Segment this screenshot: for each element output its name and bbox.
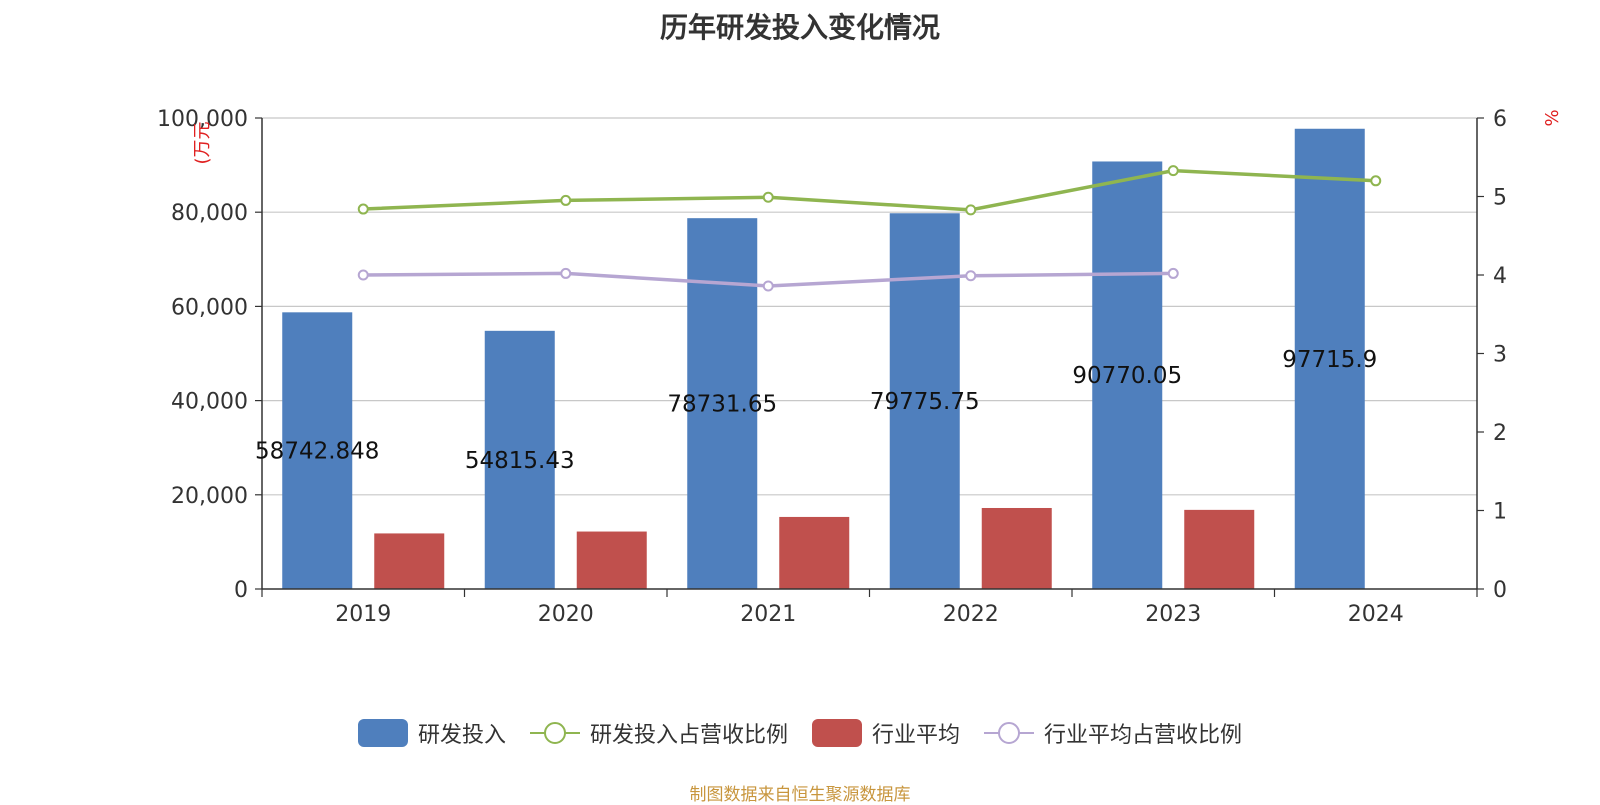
point-industry-ratio bbox=[560, 267, 572, 279]
point-rd-ratio bbox=[357, 203, 369, 215]
point-industry-ratio bbox=[762, 280, 774, 292]
source-note: 制图数据来自恒生聚源数据库 bbox=[689, 785, 911, 805]
bar-rd bbox=[1092, 161, 1163, 589]
x-tick-label: 2023 bbox=[1145, 602, 1201, 627]
y-right-tick-label: 2 bbox=[1493, 421, 1507, 446]
legend-swatch-industry bbox=[812, 719, 862, 747]
data-label-rd: 79775.75 bbox=[870, 389, 980, 415]
y-right-tick-label: 3 bbox=[1493, 343, 1507, 368]
grid-lines bbox=[262, 117, 1477, 496]
line-rd-ratio bbox=[363, 168, 1376, 212]
lines bbox=[357, 165, 1382, 292]
x-tick-label: 2019 bbox=[335, 602, 391, 627]
y-right-tick-label: 1 bbox=[1493, 500, 1507, 525]
legend-label-industry-ratio: 行业平均占营收比例 bbox=[1044, 723, 1243, 748]
bar-industry bbox=[374, 533, 445, 589]
data-labels: 58742.848 54815.43 78731.65 79775.75 90770.0… bbox=[255, 347, 1377, 474]
chart-title: 历年研发投入变化情况 bbox=[659, 11, 940, 44]
point-rd-ratio bbox=[1370, 175, 1382, 187]
y-left-tick-label: 100,000 bbox=[157, 107, 248, 132]
bar-rd bbox=[1294, 128, 1365, 589]
legend-item-industry-ratio[interactable]: 行业平均占营收比例 bbox=[984, 717, 1242, 749]
x-tick-label: 2020 bbox=[538, 602, 594, 627]
bars bbox=[282, 128, 1365, 589]
bar-industry bbox=[576, 531, 647, 589]
bar-rd bbox=[484, 330, 555, 589]
point-rd-ratio bbox=[1167, 165, 1179, 177]
legend-item-industry[interactable]: 行业平均 bbox=[812, 717, 960, 749]
y-right-unit-label: % bbox=[1542, 109, 1563, 126]
y-left-tick-label: 20,000 bbox=[171, 484, 248, 509]
data-label-rd: 97715.9 bbox=[1282, 347, 1377, 373]
legend-label-rd: 研发投入 bbox=[417, 723, 506, 748]
y-right-tick-label: 0 bbox=[1493, 578, 1507, 603]
y-left-tick-label: 60,000 bbox=[171, 295, 248, 320]
point-industry-ratio bbox=[965, 270, 977, 282]
bar-industry bbox=[981, 507, 1052, 589]
y-right-tick-label: 4 bbox=[1493, 264, 1507, 289]
y-left-unit-label: (万元 bbox=[192, 121, 213, 164]
point-industry-ratio bbox=[1167, 267, 1179, 279]
data-label-rd: 54815.43 bbox=[465, 448, 575, 474]
data-label-rd: 78731.65 bbox=[667, 392, 777, 418]
legend-item-rd[interactable]: 研发投入 bbox=[357, 717, 506, 749]
point-industry-ratio bbox=[357, 269, 369, 281]
point-rd-ratio bbox=[965, 204, 977, 216]
x-tick-label: 2024 bbox=[1348, 602, 1404, 627]
x-tick-label: 2022 bbox=[943, 602, 999, 627]
x-tick-label: 2021 bbox=[740, 602, 796, 627]
bar-industry bbox=[779, 516, 850, 589]
axes: 0 20,000 40,000 60,000 80,000 100,000 0 1 2 3 4 5 6 (… bbox=[157, 107, 1563, 627]
legend-swatch-rd-ratio bbox=[529, 722, 580, 744]
bar-rd bbox=[282, 312, 353, 589]
legend-swatch-industry-ratio bbox=[984, 722, 1035, 744]
data-label-rd: 58742.848 bbox=[255, 439, 379, 465]
point-rd-ratio bbox=[762, 191, 774, 203]
y-left-tick-label: 80,000 bbox=[171, 201, 248, 226]
legend-label-industry: 行业平均 bbox=[872, 723, 961, 748]
data-label-rd: 90770.05 bbox=[1072, 363, 1182, 389]
y-right-tick-label: 5 bbox=[1493, 186, 1507, 211]
y-left-tick-label: 0 bbox=[234, 578, 248, 603]
legend: 研发投入 研发投入占营收比例 行业平均 行业平均占营收比例 bbox=[0, 717, 1600, 749]
legend-swatch-rd bbox=[357, 719, 408, 747]
legend-label-rd-ratio: 研发投入占营收比例 bbox=[589, 723, 788, 748]
y-left-tick-label: 40,000 bbox=[171, 390, 248, 415]
bar-industry bbox=[1184, 509, 1255, 589]
point-rd-ratio bbox=[560, 194, 572, 206]
y-right-tick-label: 6 bbox=[1493, 107, 1507, 132]
legend-item-rd-ratio[interactable]: 研发投入占营收比例 bbox=[529, 717, 788, 749]
